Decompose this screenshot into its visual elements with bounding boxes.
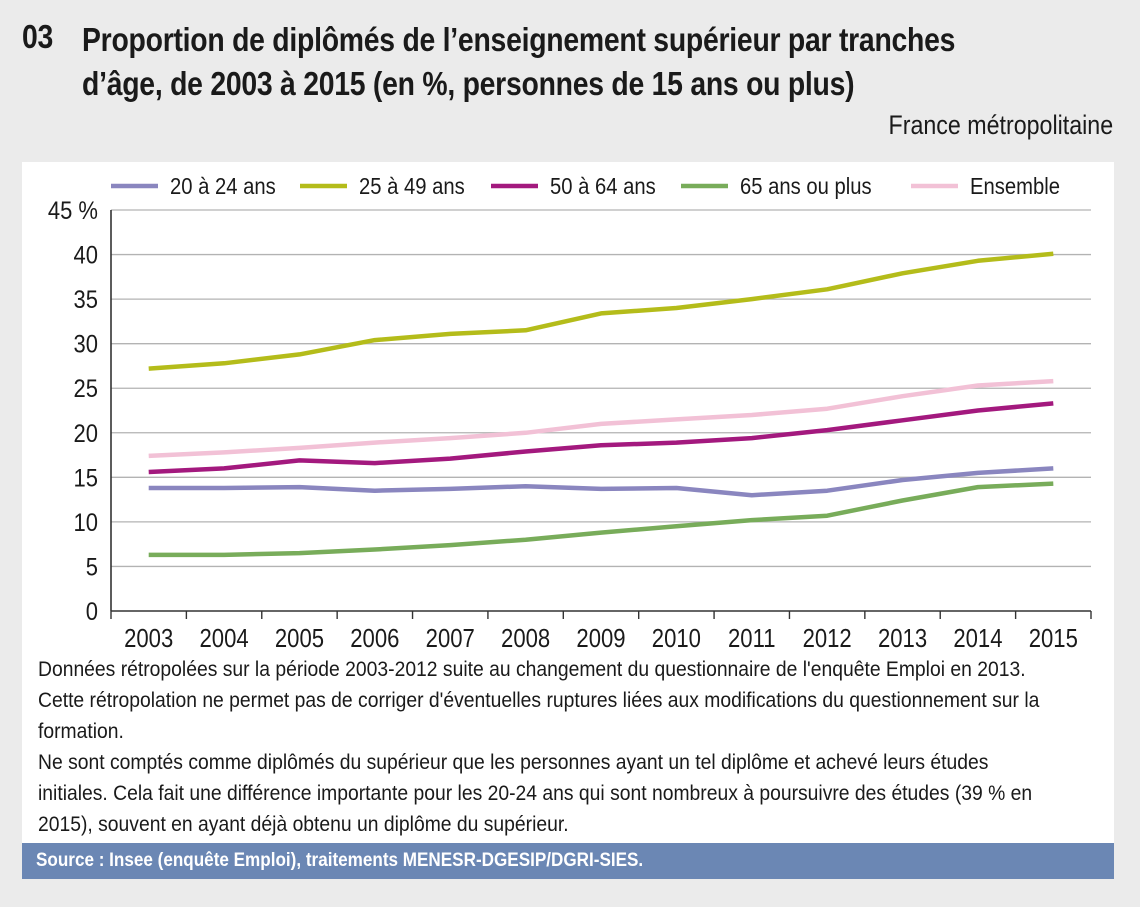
legend-item: 65 ans ou plus [681,173,872,200]
y-tick-label: 35 [74,286,98,314]
y-tick-label: 10 [74,509,98,537]
x-tick-label: 2013 [878,624,927,653]
axes [110,210,1092,619]
footnotes: Données rétropolées sur la période 2003-… [38,654,1108,840]
x-tick-label: 2014 [953,624,1002,653]
x-axis-tick-labels: 2003 2004 2005 2006 2007 2008 2009 2010 2011 2012… [124,624,1078,653]
legend-label: Ensemble [970,173,1060,200]
legend-label: 25 à 49 ans [359,173,465,200]
source-text: Source : Insee (enquête Emploi), traitem… [36,850,644,871]
series-line-25-49-ans [148,251,1054,371]
x-tick-label: 2009 [576,624,625,653]
legend-label: 20 à 24 ans [170,173,276,200]
figure-number: 03 [22,18,54,55]
legend-item: Ensemble [911,173,1060,200]
series-line-20-24-ans [148,466,1054,498]
figure-title: Proportion de diplômés de l’enseignement… [82,18,955,106]
y-tick-label: 40 [74,241,98,269]
footnote-line: initiales. Cela fait une différence impo… [38,782,1033,805]
footnote-line: formation. [38,720,124,743]
figure-subtitle: France métropolitaine [888,110,1113,140]
x-tick-label: 2007 [426,624,475,653]
legend-label: 50 à 64 ans [550,173,656,200]
y-tick-label: 5 [86,553,98,581]
x-tick-label: 2004 [200,624,249,653]
series-line-65-ans-ou-plus [148,481,1054,558]
y-tick-label: 0 [86,598,98,626]
x-tick-label: 2005 [275,624,324,653]
y-tick-label: 25 [74,375,98,403]
source-bar: Source : Insee (enquête Emploi), traitem… [22,843,1114,879]
gridlines [111,209,1091,568]
chart-panel [22,162,1114,843]
series-lines [148,251,1054,558]
y-tick-label: 20 [74,419,98,447]
series-line-ensemble [148,378,1054,459]
x-tick-label: 2003 [124,624,173,653]
footnote-line: Ne sont comptés comme diplômés du supéri… [38,751,989,774]
x-tick-label: 2010 [652,624,701,653]
footnote-line: 2015), souvent en ayant déjà obtenu un d… [38,813,569,836]
series-line-50-64-ans [148,401,1054,475]
figure-title-line-2: d’âge, de 2003 à 2015 (en %, personnes d… [82,65,855,102]
legend-item: 20 à 24 ans [111,173,276,200]
x-tick-label: 2008 [501,624,550,653]
figure-title-line-1: Proportion de diplômés de l’enseignement… [82,21,956,58]
x-tick-label: 2011 [728,624,775,653]
x-tick-label: 2006 [350,624,399,653]
legend: 20 à 24 ans 25 à 49 ans 50 à 64 ans 65 ans … [111,173,1060,200]
y-tick-label: 45 % [48,197,98,225]
y-axis-tick-labels: 0 5 10 15 20 25 30 35 40 45 % [48,197,98,626]
x-tick-label: 2012 [803,624,852,653]
y-tick-label: 30 [74,330,98,358]
legend-item: 25 à 49 ans [300,173,465,200]
legend-label: 65 ans ou plus [740,173,872,200]
y-tick-label: 15 [74,464,98,492]
x-tick-label: 2015 [1029,624,1078,653]
footnote-line: Cette rétropolation ne permet pas de cor… [38,689,1040,712]
footnote-line: Données rétropolées sur la période 2003-… [38,658,1026,681]
legend-item: 50 à 64 ans [491,173,656,200]
